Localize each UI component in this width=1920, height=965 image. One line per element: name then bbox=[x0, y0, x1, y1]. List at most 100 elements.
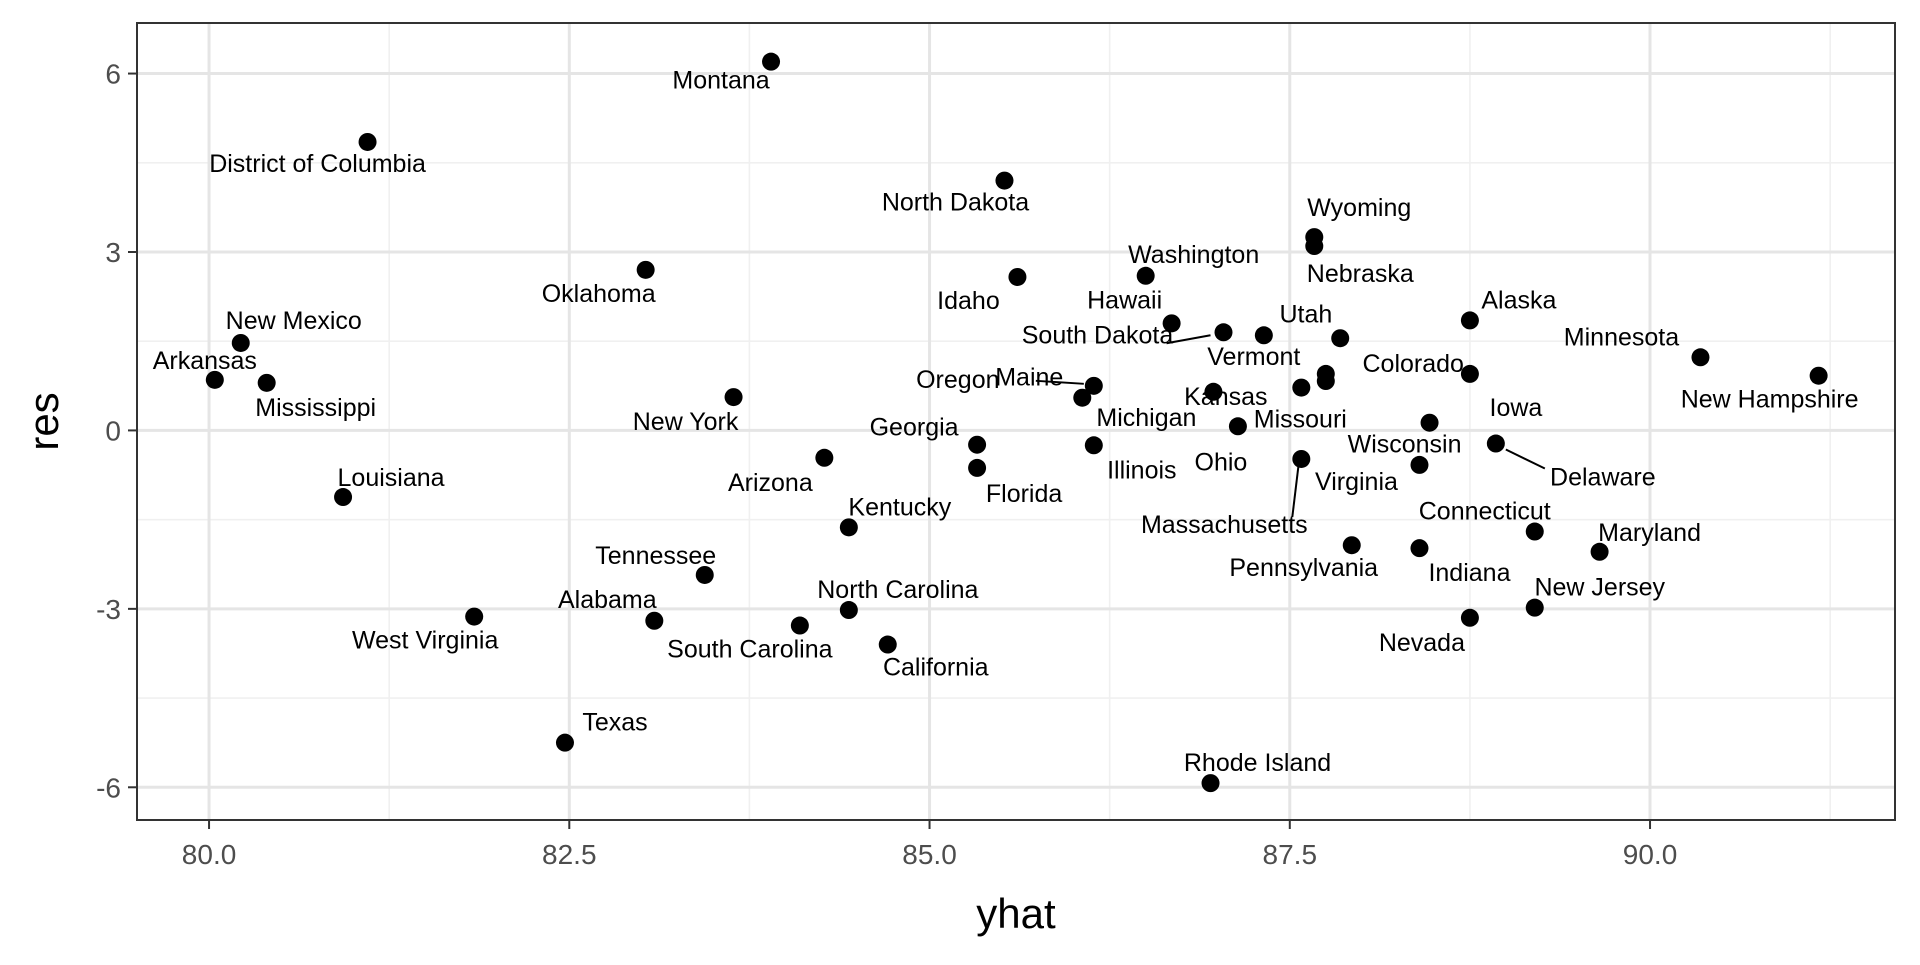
point-district-of-columbia bbox=[358, 132, 377, 151]
point-arizona bbox=[815, 448, 834, 467]
point-nebraska bbox=[1305, 237, 1324, 256]
point-delaware bbox=[1486, 434, 1505, 453]
point-wisconsin bbox=[1420, 413, 1439, 432]
point-label-texas: Texas bbox=[582, 709, 647, 737]
data-points bbox=[205, 52, 1828, 793]
point-south-dakota bbox=[1214, 323, 1233, 342]
leader-line-oregon bbox=[1035, 379, 1084, 385]
y-tick-label: 3 bbox=[105, 237, 121, 268]
point-label-new-jersey: New Jersey bbox=[1534, 574, 1665, 602]
point-label-new-hampshire: New Hampshire bbox=[1681, 386, 1859, 414]
point-oklahoma bbox=[636, 260, 655, 279]
point-minnesota bbox=[1691, 348, 1710, 367]
point-label-arkansas: Arkansas bbox=[153, 347, 257, 375]
point-west-virginia bbox=[465, 607, 484, 626]
point-texas bbox=[555, 733, 574, 752]
point-michigan bbox=[1204, 382, 1223, 401]
point-label-north-dakota: North Dakota bbox=[882, 189, 1029, 217]
point-label-california: California bbox=[883, 654, 989, 682]
x-axis-title: yhat bbox=[976, 890, 1056, 937]
point-label-florida: Florida bbox=[986, 480, 1063, 508]
point-labels: Montana District of Columbia North Dakota W… bbox=[153, 67, 1859, 777]
gridlines bbox=[137, 23, 1895, 820]
point-label-maine: Maine bbox=[995, 364, 1063, 392]
point-pennsylvania bbox=[1342, 536, 1361, 555]
point-label-nebraska: Nebraska bbox=[1307, 260, 1414, 288]
point-label-illinois: Illinois bbox=[1107, 456, 1176, 484]
x-tick-label: 87.5 bbox=[1263, 839, 1318, 870]
point-north-dakota bbox=[995, 171, 1014, 190]
point-hawaii bbox=[1162, 314, 1181, 333]
point-utah bbox=[1254, 326, 1273, 345]
point-rhode-island bbox=[1201, 774, 1220, 793]
point-florida bbox=[968, 458, 987, 477]
point-label-north-carolina: North Carolina bbox=[817, 576, 978, 604]
point-idaho bbox=[1008, 267, 1027, 286]
point-colorado bbox=[1331, 329, 1350, 348]
point-arkansas bbox=[205, 370, 224, 389]
x-tick-label: 85.0 bbox=[902, 839, 957, 870]
point-oregon bbox=[1084, 376, 1103, 395]
y-tick-label: -6 bbox=[96, 772, 121, 803]
point-label-arizona: Arizona bbox=[728, 469, 813, 497]
point-label-maryland: Maryland bbox=[1598, 519, 1701, 547]
point-label-mississippi: Mississippi bbox=[255, 394, 376, 422]
point-new-hampshire bbox=[1809, 366, 1828, 385]
y-tick-label: 0 bbox=[105, 415, 121, 446]
point-label-wyoming: Wyoming bbox=[1307, 194, 1411, 222]
point-label-michigan: Michigan bbox=[1096, 404, 1196, 432]
point-label-kentucky: Kentucky bbox=[848, 493, 951, 521]
label-leader-lines bbox=[1035, 334, 1546, 518]
point-louisiana bbox=[334, 488, 353, 507]
point-label-alabama: Alabama bbox=[558, 586, 657, 614]
point-new-york bbox=[724, 388, 743, 407]
point-montana bbox=[762, 52, 781, 71]
point-massachusetts bbox=[1292, 449, 1311, 468]
point-kentucky bbox=[839, 518, 858, 537]
point-north-carolina bbox=[839, 601, 858, 620]
point-label-ohio: Ohio bbox=[1195, 448, 1248, 476]
point-ohio bbox=[1228, 417, 1247, 436]
point-label-connecticut: Connecticut bbox=[1419, 498, 1551, 526]
point-alabama bbox=[645, 611, 664, 630]
point-label-nevada: Nevada bbox=[1379, 629, 1465, 657]
point-kansas bbox=[1316, 372, 1335, 391]
point-label-rhode-island: Rhode Island bbox=[1184, 749, 1331, 777]
y-tick-label: -3 bbox=[96, 594, 121, 625]
y-axis-title: res bbox=[20, 392, 67, 450]
point-label-delaware: Delaware bbox=[1550, 464, 1656, 492]
point-label-vermont: Vermont bbox=[1207, 343, 1300, 371]
point-label-alaska: Alaska bbox=[1481, 286, 1556, 314]
point-california bbox=[878, 635, 897, 654]
point-label-south-carolina: South Carolina bbox=[667, 636, 832, 664]
point-label-new-york: New York bbox=[633, 408, 739, 436]
point-label-wisconsin: Wisconsin bbox=[1348, 431, 1462, 459]
point-label-pennsylvania: Pennsylvania bbox=[1229, 554, 1378, 582]
point-label-colorado: Colorado bbox=[1362, 350, 1463, 378]
point-label-minnesota: Minnesota bbox=[1564, 323, 1679, 351]
point-label-kansas: Kansas bbox=[1184, 383, 1267, 411]
point-label-massachusetts: Massachusetts bbox=[1141, 511, 1308, 539]
point-illinois bbox=[1084, 436, 1103, 455]
axes: 80.0 82.5 85.0 87.5 90.0 -6 -3 0 3 6 bbox=[96, 59, 1677, 870]
point-label-hawaii: Hawaii bbox=[1087, 286, 1162, 314]
point-virginia bbox=[1410, 455, 1429, 474]
point-label-idaho: Idaho bbox=[937, 287, 1000, 315]
point-label-south-dakota: South Dakota bbox=[1022, 321, 1174, 349]
point-washington bbox=[1136, 266, 1155, 285]
point-connecticut bbox=[1525, 522, 1544, 541]
point-missouri bbox=[1292, 378, 1311, 397]
point-label-oklahoma: Oklahoma bbox=[542, 280, 656, 308]
point-tennessee bbox=[695, 565, 714, 584]
point-label-tennessee: Tennessee bbox=[595, 542, 716, 570]
point-maine bbox=[1073, 388, 1092, 407]
point-label-virginia: Virginia bbox=[1315, 468, 1398, 496]
point-nevada bbox=[1460, 608, 1479, 627]
leader-line-delaware bbox=[1505, 448, 1546, 470]
leader-line-massachusetts bbox=[1291, 466, 1300, 518]
point-label-indiana: Indiana bbox=[1428, 559, 1510, 587]
point-label-new-mexico: New Mexico bbox=[226, 307, 362, 335]
x-tick-label: 90.0 bbox=[1623, 839, 1678, 870]
